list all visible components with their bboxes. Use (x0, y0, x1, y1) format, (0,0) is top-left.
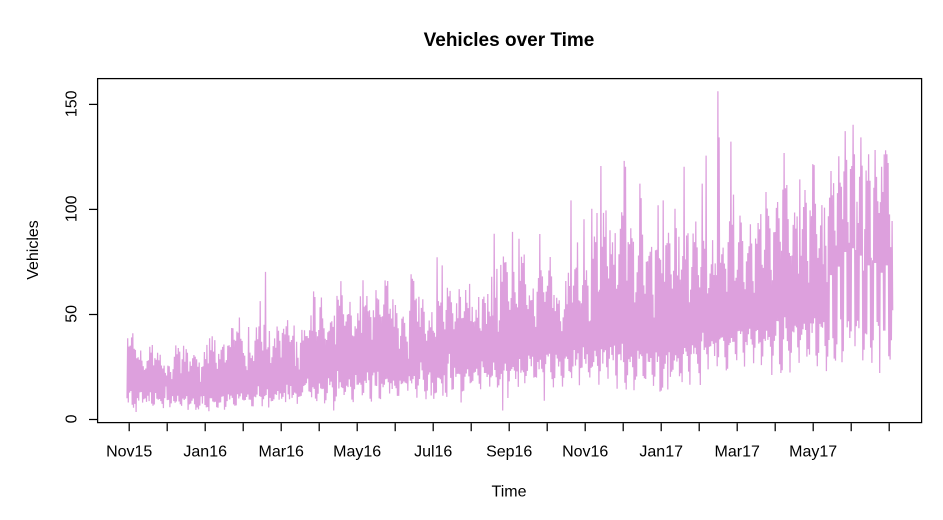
svg-text:Jan17: Jan17 (639, 444, 683, 461)
svg-text:Vehicles: Vehicles (25, 220, 42, 280)
svg-text:50: 50 (64, 305, 81, 323)
svg-text:100: 100 (64, 195, 81, 222)
svg-text:0: 0 (64, 414, 81, 423)
svg-text:Jul16: Jul16 (414, 444, 452, 461)
svg-text:Nov15: Nov15 (106, 444, 152, 461)
svg-text:150: 150 (64, 90, 81, 117)
svg-text:Time: Time (492, 484, 527, 501)
svg-text:Nov16: Nov16 (562, 444, 608, 461)
svg-text:Mar16: Mar16 (259, 444, 304, 461)
svg-text:Jan16: Jan16 (183, 444, 227, 461)
svg-text:Mar17: Mar17 (715, 444, 760, 461)
svg-text:Vehicles over Time: Vehicles over Time (424, 30, 595, 51)
svg-text:May16: May16 (333, 444, 381, 461)
svg-text:May17: May17 (789, 444, 837, 461)
svg-text:Sep16: Sep16 (486, 444, 532, 461)
